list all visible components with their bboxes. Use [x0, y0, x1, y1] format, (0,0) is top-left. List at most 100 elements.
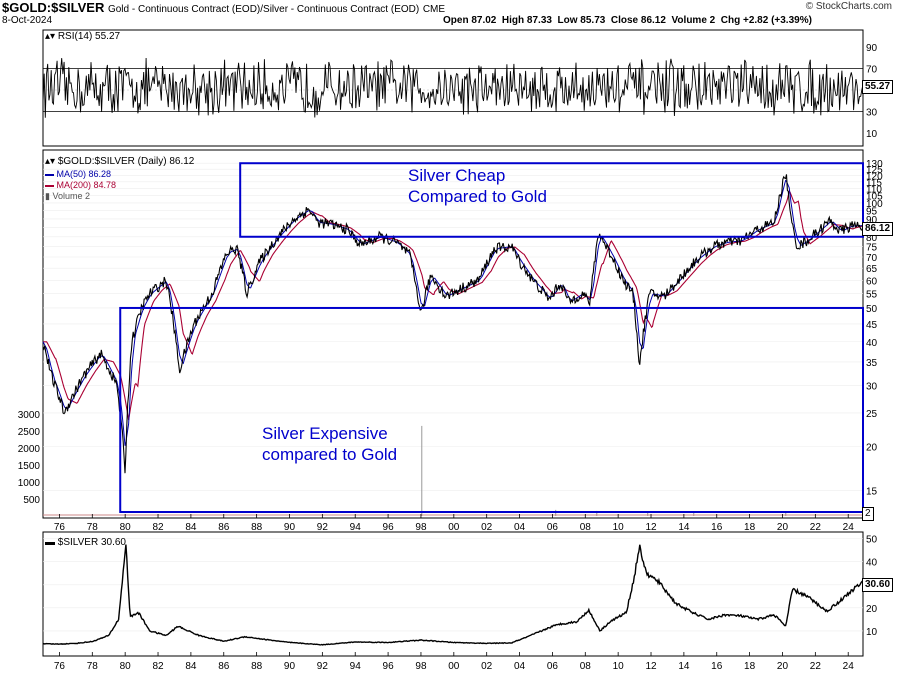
- volume-tick-1000: 1000: [18, 478, 41, 489]
- silver-tick-20: 20: [866, 604, 878, 615]
- volume-legend-text: Volume 2: [52, 191, 90, 201]
- ratio-tick-110: 110: [866, 185, 882, 196]
- rsi-tick-70: 70: [866, 64, 878, 75]
- rsi-tick-30: 30: [866, 108, 878, 119]
- silver-plot: [42, 538, 864, 646]
- silver-xtick-88: 88: [251, 661, 263, 672]
- cheap-line-2: Compared to Gold: [408, 187, 547, 206]
- ma50-line: [42, 179, 863, 446]
- silver-xtick-98: 98: [415, 661, 427, 672]
- silver-expensive-annotation: Silver Expensive compared to Gold: [262, 423, 397, 465]
- ratio-xtick-04: 04: [514, 522, 526, 533]
- low-value: Low 85.73: [557, 15, 606, 26]
- rsi-plot: [42, 57, 864, 118]
- ratio-tick-35: 35: [866, 358, 878, 369]
- silver-tick-40: 40: [866, 558, 878, 569]
- silver-cheap-annotation: Silver Cheap Compared to Gold: [408, 165, 547, 207]
- cheap-line-1: Silver Cheap: [408, 166, 506, 185]
- ratio-xtick-82: 82: [152, 522, 164, 533]
- ratio-price-line: [42, 174, 864, 474]
- ratio-tick-60: 60: [866, 276, 878, 287]
- ratio-tick-95: 95: [866, 207, 878, 218]
- silver-xtick-14: 14: [678, 661, 690, 672]
- date-label: 8-Oct-2024: [2, 15, 53, 26]
- ratio-xtick-18: 18: [744, 522, 756, 533]
- ma50-legend: MA(50) 86.28: [45, 169, 111, 179]
- silver-value-badge: 30.60: [862, 578, 894, 592]
- silver-label: ▬ $SILVER 30.60: [45, 537, 126, 548]
- silver-price-line: [42, 544, 864, 646]
- ratio-tick-75: 75: [866, 243, 878, 254]
- exchange-label: CME: [422, 4, 446, 15]
- ratio-xtick-06: 06: [547, 522, 559, 533]
- silver-xtick-92: 92: [317, 661, 329, 672]
- silver-xtick-76: 76: [54, 661, 66, 672]
- silver-panel-frame: [42, 531, 864, 657]
- ratio-xtick-02: 02: [481, 522, 493, 533]
- silver-xtick-82: 82: [152, 661, 164, 672]
- ma200-swatch: [45, 184, 54, 187]
- volume-tick-3000: 3000: [18, 410, 41, 421]
- ratio-xtick-78: 78: [87, 522, 99, 533]
- chart-title: $GOLD:$SILVER Gold - Continuous Contract…: [2, 0, 445, 15]
- ratio-xtick-16: 16: [711, 522, 723, 533]
- rsi-value-badge: 55.27: [862, 80, 894, 94]
- ratio-xtick-14: 14: [678, 522, 690, 533]
- silver-xtick-90: 90: [284, 661, 296, 672]
- silver-xtick-20: 20: [777, 661, 789, 672]
- rsi-tick-90: 90: [866, 43, 878, 54]
- volume-tick-500: 500: [23, 495, 40, 506]
- rsi-tick-10: 10: [866, 129, 878, 140]
- ratio-tick-55: 55: [866, 290, 878, 301]
- ratio-xtick-96: 96: [383, 522, 395, 533]
- ratio-xtick-80: 80: [120, 522, 132, 533]
- ratio-xtick-94: 94: [350, 522, 362, 533]
- expensive-line-2: compared to Gold: [262, 445, 398, 464]
- ratio-xtick-84: 84: [185, 522, 197, 533]
- ratio-xtick-12: 12: [645, 522, 657, 533]
- silver-xtick-22: 22: [810, 661, 822, 672]
- silver-xtick-12: 12: [645, 661, 657, 672]
- ratio-xtick-88: 88: [251, 522, 263, 533]
- volume-bars-icon: ▮: [45, 191, 50, 201]
- ratio-tick-30: 30: [866, 381, 878, 392]
- ratio-tick-45: 45: [866, 320, 878, 331]
- brand-label: © StockCharts.com: [805, 1, 892, 12]
- silver-xtick-10: 10: [613, 661, 625, 672]
- silver-tick-10: 10: [866, 627, 878, 638]
- ratio-xtick-24: 24: [843, 522, 855, 533]
- volume-legend: ▮ Volume 2: [45, 191, 90, 202]
- rsi-label: ▴▾ RSI(14) 55.27: [45, 31, 120, 42]
- ma200-legend: MA(200) 84.78: [45, 180, 116, 190]
- ratio-tick-80: 80: [866, 233, 878, 244]
- silver-expensive-box: [119, 306, 864, 514]
- volume-value-badge: 2: [862, 507, 874, 521]
- ratio-tick-70: 70: [866, 253, 878, 264]
- silver-label-text: $SILVER 30.60: [57, 537, 126, 548]
- ratio-xtick-90: 90: [284, 522, 296, 533]
- silver-xtick-78: 78: [87, 661, 99, 672]
- silver-xtick-00: 00: [448, 661, 460, 672]
- ratio-tick-125: 125: [866, 165, 883, 176]
- ratio-tick-50: 50: [866, 304, 878, 315]
- silver-legend-icon: ▬: [45, 537, 55, 548]
- ratio-xtick-20: 20: [777, 522, 789, 533]
- ratio-tick-25: 25: [866, 409, 878, 420]
- silver-xtick-86: 86: [218, 661, 230, 672]
- ratio-tick-105: 105: [866, 192, 883, 203]
- ratio-value-badge: 86.12: [862, 222, 894, 236]
- silver-tick-50: 50: [866, 535, 878, 546]
- rsi-legend-icon: ▴▾: [45, 31, 56, 42]
- ratio-tick-115: 115: [866, 178, 882, 189]
- ratio-label: ▴▾ $GOLD:$SILVER (Daily) 86.12: [45, 156, 194, 167]
- ma50-legend-text: MA(50) 86.28: [56, 169, 112, 179]
- volume-value: Volume 2: [671, 15, 716, 26]
- change-value: Chg +2.82 (+3.39%): [720, 15, 812, 26]
- ratio-tick-40: 40: [866, 338, 878, 349]
- ratio-label-text: $GOLD:$SILVER (Daily) 86.12: [57, 156, 195, 167]
- ma200-line: [43, 190, 864, 421]
- silver-cheap-box: [239, 162, 864, 238]
- open-value: Open 87.02: [443, 15, 497, 26]
- silver-xtick-84: 84: [185, 661, 197, 672]
